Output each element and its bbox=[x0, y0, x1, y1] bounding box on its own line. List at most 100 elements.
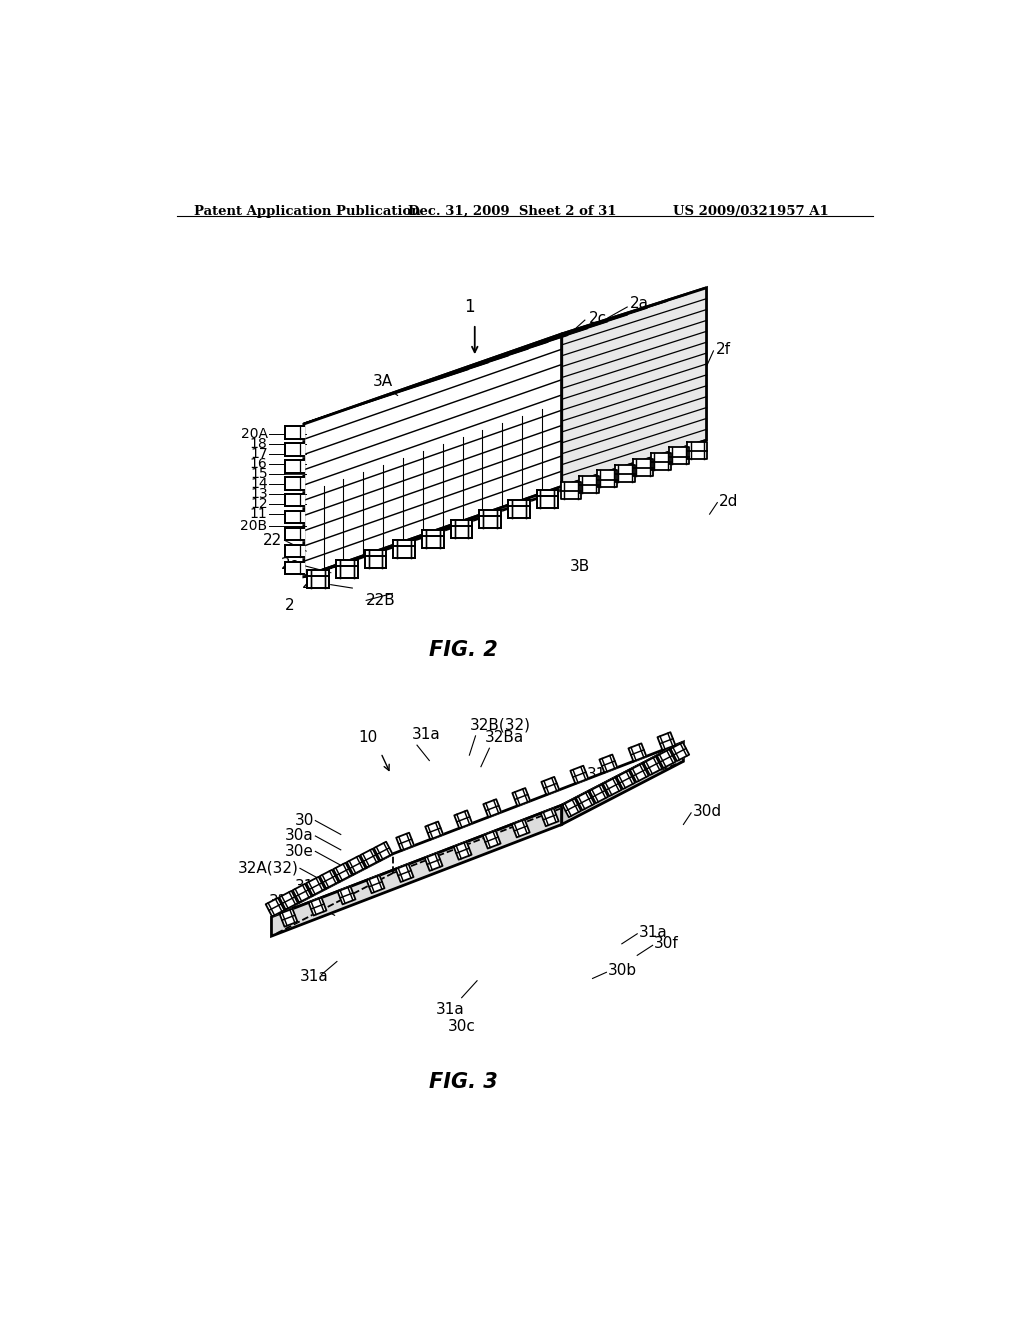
Polygon shape bbox=[365, 550, 386, 569]
Text: 14: 14 bbox=[250, 477, 267, 491]
Polygon shape bbox=[293, 884, 311, 903]
Polygon shape bbox=[651, 453, 672, 470]
Polygon shape bbox=[541, 808, 559, 826]
Text: 31a: 31a bbox=[639, 925, 668, 940]
Polygon shape bbox=[396, 833, 414, 850]
Polygon shape bbox=[265, 898, 285, 916]
Polygon shape bbox=[425, 853, 442, 871]
Polygon shape bbox=[633, 459, 653, 475]
Polygon shape bbox=[454, 842, 472, 859]
Polygon shape bbox=[338, 887, 355, 904]
Polygon shape bbox=[395, 865, 414, 882]
Polygon shape bbox=[482, 830, 501, 849]
Polygon shape bbox=[280, 908, 297, 927]
Text: 2: 2 bbox=[285, 598, 295, 612]
Polygon shape bbox=[657, 733, 676, 750]
Polygon shape bbox=[597, 470, 617, 487]
Polygon shape bbox=[286, 511, 304, 524]
Polygon shape bbox=[561, 482, 581, 499]
Text: FIG. 3: FIG. 3 bbox=[429, 1072, 498, 1093]
Polygon shape bbox=[286, 494, 304, 507]
Polygon shape bbox=[603, 777, 622, 796]
Polygon shape bbox=[271, 805, 562, 936]
Text: 30d: 30d bbox=[692, 804, 722, 818]
Polygon shape bbox=[479, 510, 501, 528]
Polygon shape bbox=[307, 570, 329, 589]
Text: 31a: 31a bbox=[412, 727, 440, 742]
Text: 30: 30 bbox=[295, 813, 313, 828]
Polygon shape bbox=[374, 842, 392, 861]
Polygon shape bbox=[319, 870, 339, 888]
Polygon shape bbox=[657, 750, 676, 768]
Polygon shape bbox=[271, 742, 683, 917]
Text: 16: 16 bbox=[250, 457, 267, 471]
Text: 31a: 31a bbox=[587, 767, 615, 781]
Text: 2b: 2b bbox=[302, 576, 322, 591]
Polygon shape bbox=[333, 863, 352, 882]
Polygon shape bbox=[455, 810, 472, 828]
Text: 31a: 31a bbox=[436, 1002, 465, 1016]
Text: US 2009/0321957 A1: US 2009/0321957 A1 bbox=[674, 205, 829, 218]
Polygon shape bbox=[590, 784, 608, 803]
Polygon shape bbox=[562, 288, 707, 487]
Text: 30c: 30c bbox=[447, 1019, 475, 1035]
Polygon shape bbox=[347, 855, 366, 874]
Polygon shape bbox=[422, 529, 443, 548]
Polygon shape bbox=[286, 562, 304, 574]
Text: 32A(32): 32A(32) bbox=[238, 861, 298, 876]
Text: 20B: 20B bbox=[241, 520, 267, 533]
Text: 1: 1 bbox=[464, 298, 475, 317]
Polygon shape bbox=[286, 478, 304, 490]
Polygon shape bbox=[542, 777, 559, 795]
Text: 30f: 30f bbox=[654, 936, 679, 952]
Polygon shape bbox=[306, 876, 325, 895]
Text: 18: 18 bbox=[250, 437, 267, 451]
Text: 32B(32): 32B(32) bbox=[469, 717, 530, 733]
Polygon shape bbox=[512, 820, 529, 837]
Text: 13: 13 bbox=[250, 487, 267, 502]
Polygon shape bbox=[304, 334, 562, 577]
Polygon shape bbox=[562, 799, 581, 817]
Polygon shape bbox=[615, 465, 635, 482]
Text: FIG. 2: FIG. 2 bbox=[429, 640, 498, 660]
Polygon shape bbox=[451, 520, 472, 539]
Polygon shape bbox=[687, 442, 708, 458]
Text: 12: 12 bbox=[250, 498, 267, 511]
Text: 17: 17 bbox=[250, 447, 267, 461]
Polygon shape bbox=[360, 849, 379, 867]
Text: 30a: 30a bbox=[285, 829, 313, 843]
Polygon shape bbox=[575, 792, 595, 810]
Polygon shape bbox=[562, 742, 683, 825]
Polygon shape bbox=[286, 528, 304, 540]
Text: 30b: 30b bbox=[608, 964, 637, 978]
Polygon shape bbox=[393, 540, 415, 558]
Polygon shape bbox=[483, 799, 501, 817]
Text: 3A: 3A bbox=[373, 374, 393, 389]
Text: 2a: 2a bbox=[630, 296, 648, 310]
Polygon shape bbox=[670, 447, 689, 465]
Text: 31: 31 bbox=[295, 879, 313, 894]
Text: 10: 10 bbox=[358, 730, 378, 744]
Polygon shape bbox=[336, 560, 357, 578]
Text: 32Aa: 32Aa bbox=[268, 894, 307, 909]
Polygon shape bbox=[304, 441, 707, 577]
Polygon shape bbox=[286, 461, 304, 473]
Polygon shape bbox=[537, 490, 558, 508]
Polygon shape bbox=[643, 756, 663, 775]
Polygon shape bbox=[286, 444, 304, 455]
Polygon shape bbox=[286, 545, 304, 557]
Polygon shape bbox=[512, 788, 530, 807]
Polygon shape bbox=[367, 875, 385, 894]
Text: 22B: 22B bbox=[366, 593, 395, 609]
Polygon shape bbox=[579, 477, 599, 494]
Text: 2c: 2c bbox=[589, 312, 607, 326]
Text: 32Ba: 32Ba bbox=[484, 730, 524, 744]
Text: 2e: 2e bbox=[281, 557, 300, 573]
Polygon shape bbox=[630, 763, 648, 783]
Polygon shape bbox=[570, 766, 588, 784]
Polygon shape bbox=[280, 891, 298, 909]
Text: 2f: 2f bbox=[716, 342, 731, 356]
Polygon shape bbox=[671, 742, 689, 762]
Text: 30e: 30e bbox=[285, 843, 313, 859]
Text: Patent Application Publication: Patent Application Publication bbox=[194, 205, 421, 218]
